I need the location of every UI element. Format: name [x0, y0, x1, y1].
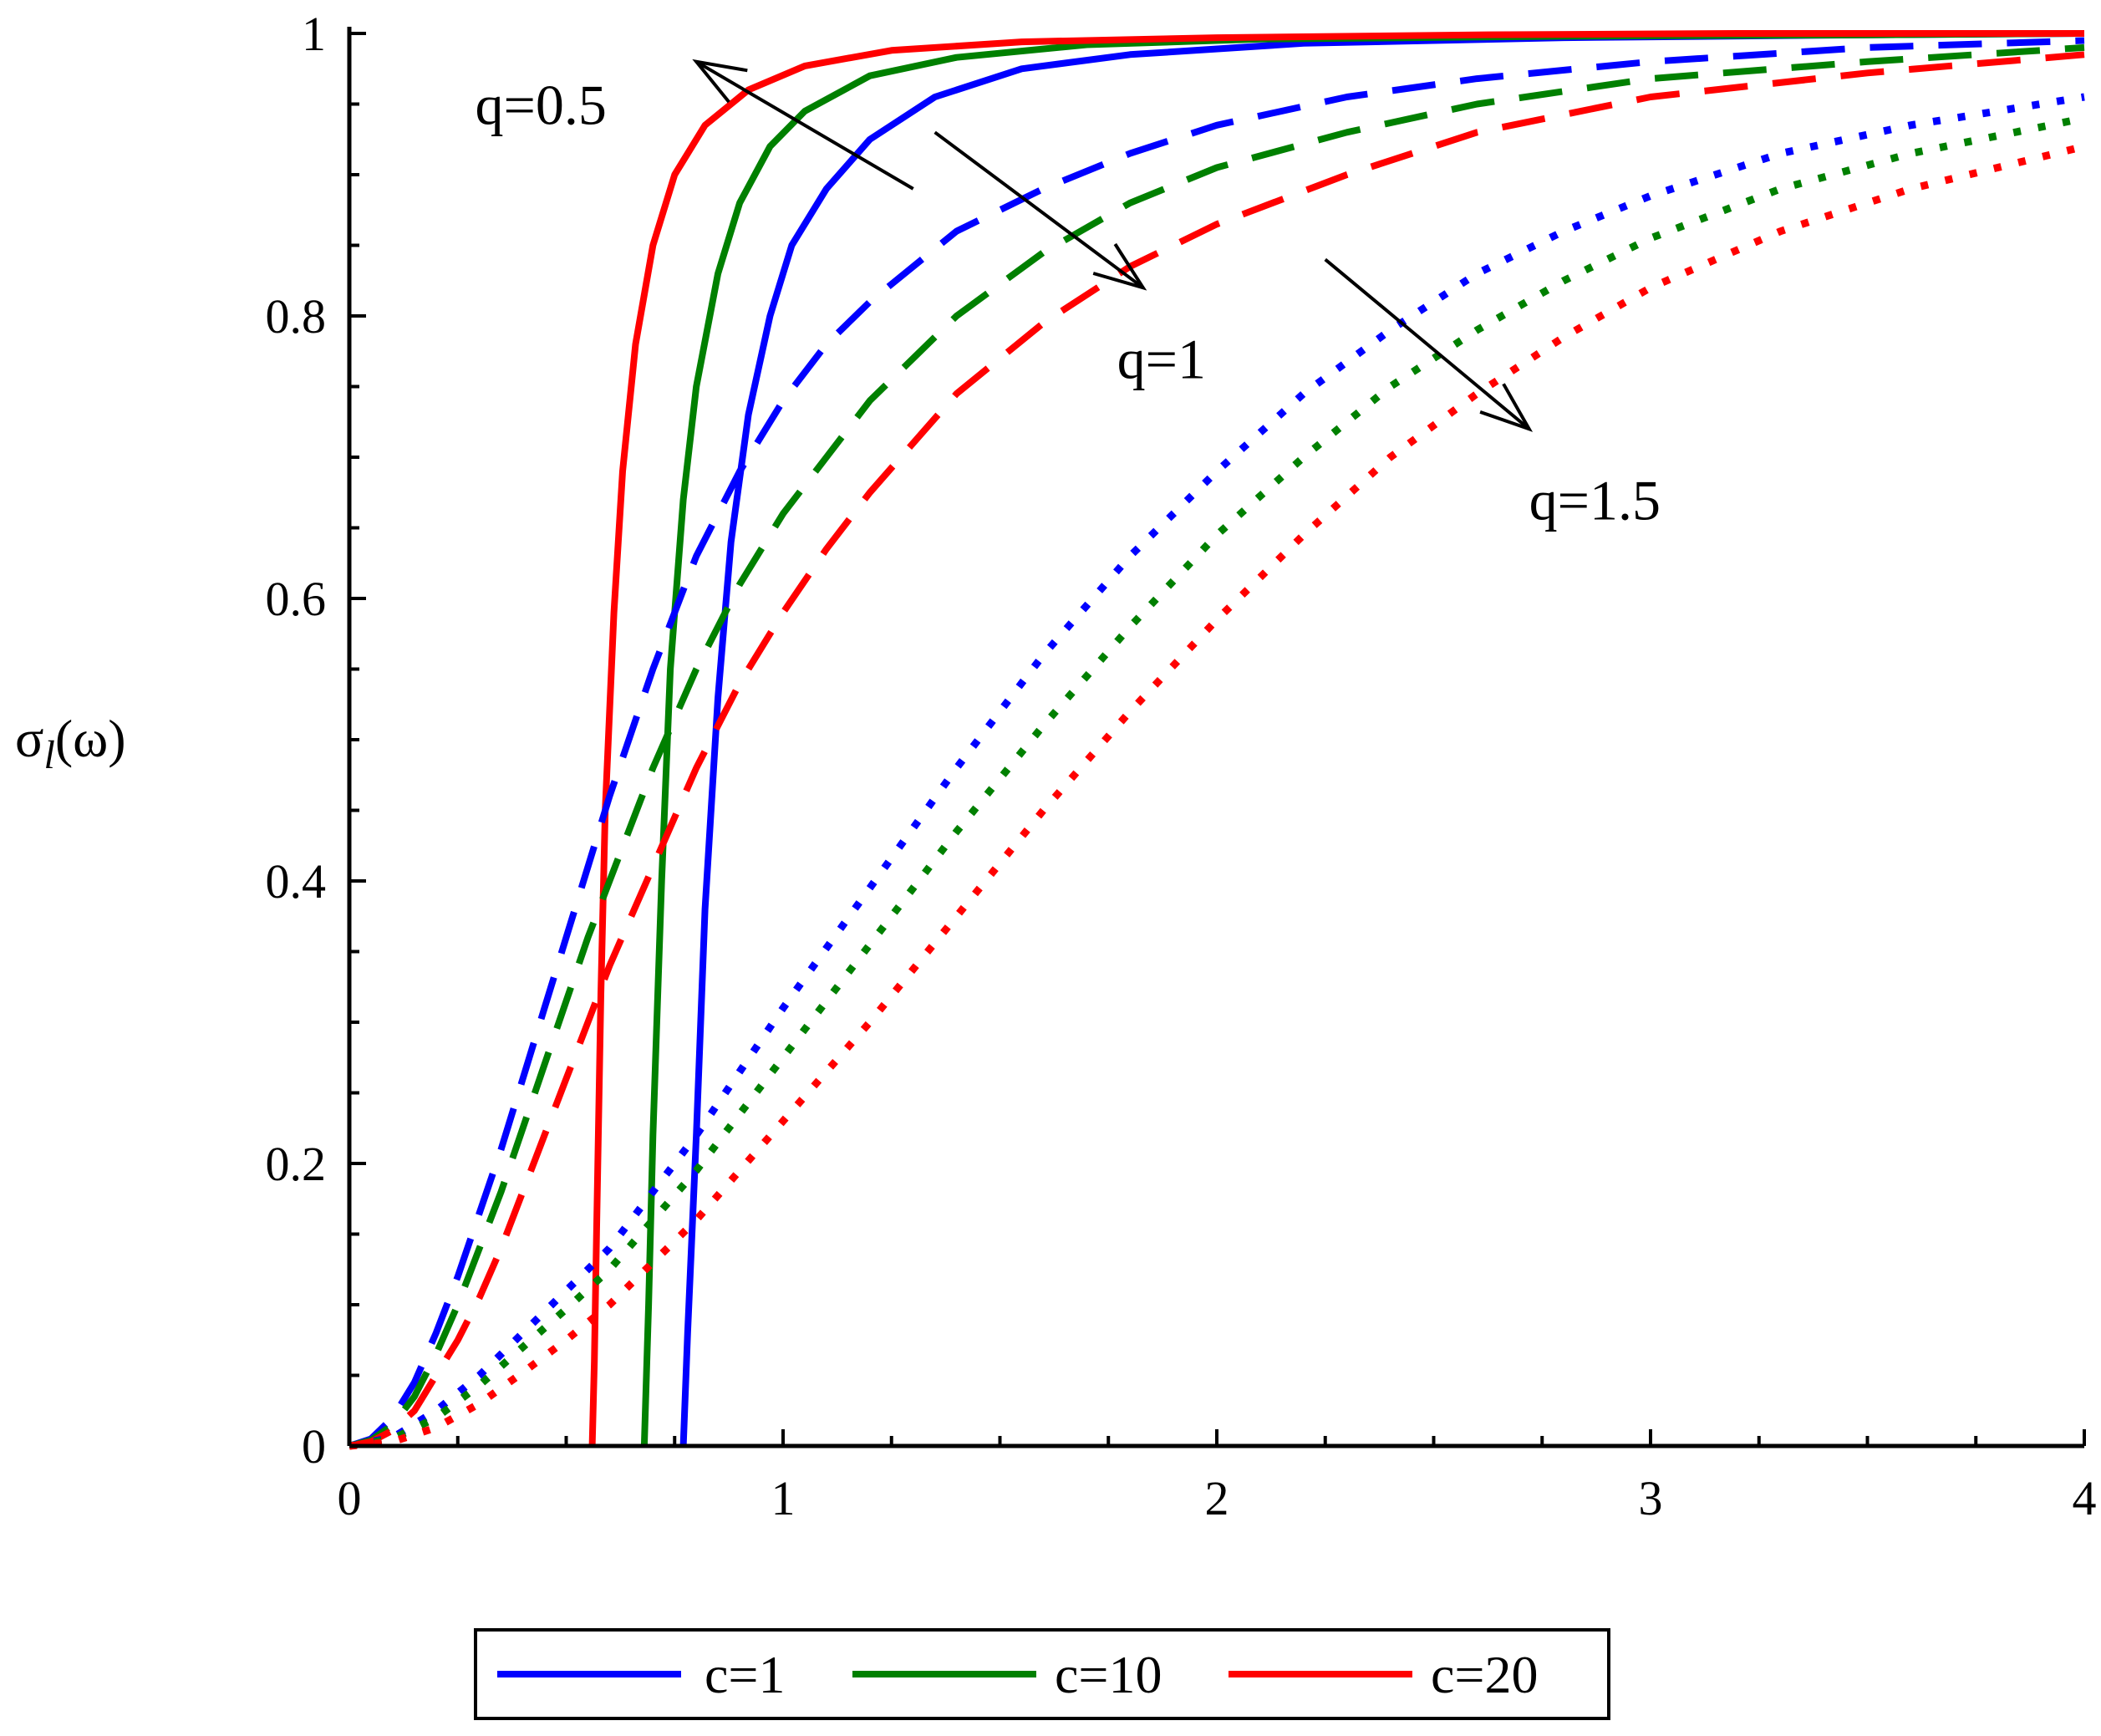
annotation-arrow-1	[933, 130, 1144, 289]
series-line-7	[348, 114, 2085, 1450]
legend-label-c10: c=10	[1055, 1645, 1162, 1704]
y-axis-title-subscript: l	[44, 733, 55, 777]
series-line-8	[348, 142, 2086, 1450]
series-layer	[348, 30, 2086, 1450]
annotation-layer: q=0.5 q=1 q=1.5	[476, 59, 1661, 532]
legend: c=1 c=10 c=20	[474, 1628, 1610, 1720]
x-tick-label: 2	[1205, 1471, 1229, 1525]
series-line-2	[588, 30, 2084, 1447]
annotation-label-1: q=1	[1117, 328, 1206, 391]
series-line-6	[348, 93, 2085, 1450]
annotation-arrow-2	[1324, 257, 1530, 430]
annotation-arrowhead-2	[1479, 383, 1534, 432]
series-line-5	[348, 51, 2085, 1449]
y-axis-title-symbol: σ	[15, 709, 44, 768]
annotation-arrowhead-0	[692, 59, 748, 104]
annotation-arrow-0	[695, 60, 914, 191]
y-tick-label: 0	[302, 1419, 326, 1474]
annotation-label-2: q=1.5	[1529, 469, 1661, 532]
legend-label-c1: c=1	[705, 1645, 786, 1704]
series-line-3	[348, 37, 2085, 1449]
series-line-0	[679, 30, 2085, 1447]
y-tick-label: 0.4	[266, 854, 327, 909]
annotation-arrowhead-1	[1092, 242, 1147, 291]
x-tick-label: 0	[338, 1471, 362, 1525]
x-tick-label: 1	[771, 1471, 796, 1525]
y-tick-label: 1	[302, 7, 326, 61]
y-axis-title-argument: (ω)	[55, 709, 126, 768]
legend-label-c20: c=20	[1431, 1645, 1539, 1704]
annotation-label-0: q=0.5	[476, 74, 607, 137]
y-axis-title: σl(ω)	[15, 709, 126, 777]
axes-layer: 0 1 2 3 4 0 0.2 0.4 0.6 0.8 1	[266, 7, 2097, 1525]
x-tick-label: 4	[2073, 1471, 2097, 1525]
series-line-1	[640, 30, 2085, 1447]
x-tick-label: 3	[1639, 1471, 1663, 1525]
y-tick-label: 0.2	[266, 1137, 327, 1191]
y-tick-label: 0.6	[266, 572, 327, 626]
y-tick-label: 0.8	[266, 289, 327, 344]
series-line-4	[348, 43, 2085, 1449]
